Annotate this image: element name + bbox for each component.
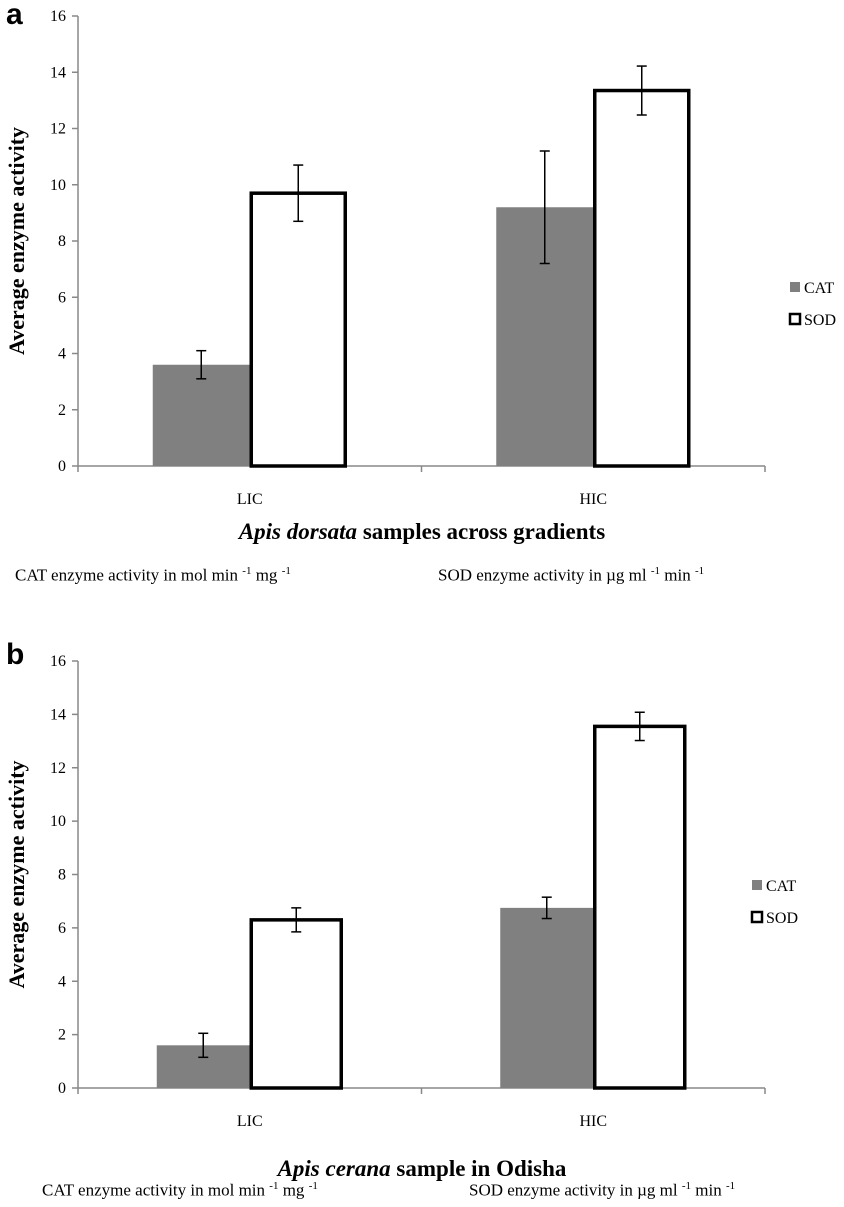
panel-label: a bbox=[6, 0, 23, 31]
cat-units: CAT enzyme activity in mol min -1 mg -1 bbox=[42, 1180, 318, 1200]
y-tick-label: 6 bbox=[58, 289, 66, 306]
bar-cat-lic bbox=[152, 364, 250, 466]
legend-swatch-cat bbox=[752, 880, 762, 890]
y-tick-label: 4 bbox=[58, 973, 66, 990]
y-tick-label: 8 bbox=[58, 867, 66, 884]
y-tick-label: 14 bbox=[50, 64, 66, 81]
y-axis-title: Average enzyme activity bbox=[4, 127, 29, 355]
x-axis-title: Apis dorsata samples across gradients bbox=[0, 519, 844, 545]
y-tick-label: 16 bbox=[50, 653, 66, 670]
bar-sod-lic bbox=[249, 918, 343, 1090]
y-tick-label: 12 bbox=[50, 121, 66, 138]
bar-chart-a: 0 2 4 6 8 10 12 14 16 Average enzyme activity LIC H… bbox=[4, 8, 836, 508]
y-tick-label: 6 bbox=[58, 920, 66, 937]
legend-label-cat: CAT bbox=[804, 280, 834, 297]
legend-label-sod: SOD bbox=[766, 910, 798, 927]
sod-units: SOD enzyme activity in µg ml -1 min -1 bbox=[438, 565, 705, 585]
x-axis-title-rest: samples across gradients bbox=[357, 519, 606, 544]
sod-units: SOD enzyme activity in µg ml -1 min -1 bbox=[469, 1180, 736, 1200]
bar-sod-hic bbox=[593, 88, 691, 468]
bar-sod-lic bbox=[249, 191, 347, 468]
y-tick-label: 0 bbox=[58, 1080, 66, 1097]
x-axis-title-rest: sample in Odisha bbox=[390, 1156, 567, 1181]
legend-swatch-sod bbox=[750, 910, 764, 924]
bar-sod-hic bbox=[593, 724, 687, 1090]
x-axis-title-italic: Apis cerana bbox=[277, 1156, 391, 1181]
y-tick-label: 12 bbox=[50, 760, 66, 777]
x-tick-label: HIC bbox=[579, 491, 607, 508]
y-tick-label: 10 bbox=[50, 813, 66, 830]
bar-cat-hic bbox=[500, 907, 594, 1088]
bar-chart-b: 0 2 4 6 8 10 12 14 16 Average enzyme activity LIC H… bbox=[4, 653, 798, 1130]
y-tick-label: 14 bbox=[50, 706, 66, 723]
legend-swatch-cat bbox=[790, 282, 800, 292]
x-tick-label: LIC bbox=[237, 491, 263, 508]
cat-units: CAT enzyme activity in mol min -1 mg -1 bbox=[15, 565, 291, 585]
legend-swatch-sod bbox=[788, 312, 802, 326]
x-axis-title-italic: Apis dorsata bbox=[238, 519, 358, 544]
chart-panel-a: a 0 2 4 6 8 10 12 14 16 Average enzyme activity LI… bbox=[0, 0, 844, 600]
legend-label-sod: SOD bbox=[804, 312, 836, 329]
x-tick-label: LIC bbox=[237, 1113, 263, 1130]
y-tick-label: 8 bbox=[58, 233, 66, 250]
chart-panel-b: b 0 2 4 6 8 10 12 14 16 Average enzyme activity LI… bbox=[0, 640, 844, 1207]
y-tick-label: 2 bbox=[58, 1027, 66, 1044]
y-tick-label: 16 bbox=[50, 8, 66, 25]
legend-label-cat: CAT bbox=[766, 878, 796, 895]
panel-label: b bbox=[6, 638, 25, 671]
y-tick-label: 0 bbox=[58, 458, 66, 475]
y-tick-label: 2 bbox=[58, 402, 66, 419]
y-axis-title: Average enzyme activity bbox=[4, 760, 29, 988]
x-tick-label: HIC bbox=[579, 1113, 607, 1130]
x-axis-title: Apis cerana sample in Odisha bbox=[0, 1156, 844, 1182]
y-tick-label: 10 bbox=[50, 177, 66, 194]
y-tick-label: 4 bbox=[58, 346, 66, 363]
